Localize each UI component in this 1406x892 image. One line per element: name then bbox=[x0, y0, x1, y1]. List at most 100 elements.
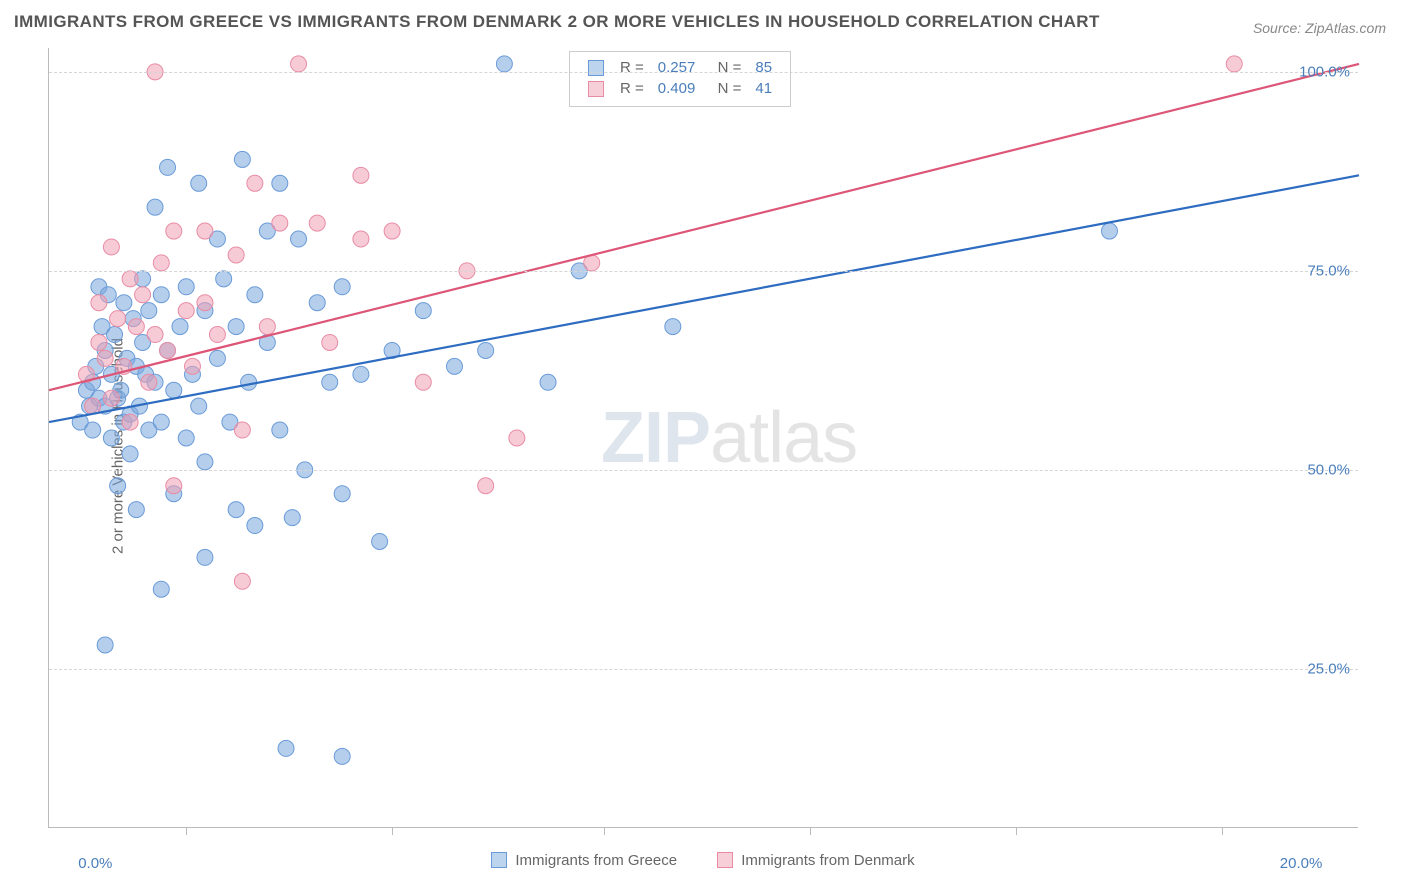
scatter-point bbox=[97, 350, 113, 366]
scatter-point bbox=[209, 327, 225, 343]
chart-svg bbox=[49, 48, 1358, 827]
scatter-point bbox=[384, 223, 400, 239]
gridline bbox=[49, 72, 1358, 73]
scatter-point bbox=[1226, 56, 1242, 72]
scatter-point bbox=[116, 295, 132, 311]
swatch-denmark-icon bbox=[717, 852, 733, 868]
scatter-point bbox=[160, 159, 176, 175]
scatter-point bbox=[228, 502, 244, 518]
scatter-point bbox=[122, 271, 138, 287]
scatter-point bbox=[147, 327, 163, 343]
y-tick-label: 100.0% bbox=[1299, 63, 1350, 80]
scatter-point bbox=[191, 175, 207, 191]
scatter-point bbox=[135, 287, 151, 303]
legend-item-greece: Immigrants from Greece bbox=[491, 852, 681, 869]
scatter-point bbox=[178, 303, 194, 319]
gridline bbox=[49, 470, 1358, 471]
scatter-point bbox=[97, 637, 113, 653]
correlation-legend: R = 0.257 N = 85 R = 0.409 N = 41 bbox=[569, 51, 791, 107]
scatter-point bbox=[107, 327, 123, 343]
scatter-point bbox=[334, 279, 350, 295]
scatter-point bbox=[247, 175, 263, 191]
scatter-point bbox=[353, 231, 369, 247]
trend-line bbox=[49, 64, 1359, 390]
plot-area: ZIPatlas R = 0.257 N = 85 R = 0.409 N = … bbox=[48, 48, 1358, 828]
scatter-point bbox=[353, 167, 369, 183]
scatter-point bbox=[103, 239, 119, 255]
scatter-point bbox=[247, 518, 263, 534]
legend-row-greece: R = 0.257 N = 85 bbox=[582, 58, 778, 77]
scatter-point bbox=[415, 374, 431, 390]
scatter-point bbox=[665, 319, 681, 335]
gridline bbox=[49, 271, 1358, 272]
scatter-point bbox=[128, 319, 144, 335]
scatter-point bbox=[509, 430, 525, 446]
scatter-point bbox=[322, 334, 338, 350]
scatter-point bbox=[153, 255, 169, 271]
scatter-point bbox=[291, 231, 307, 247]
scatter-point bbox=[334, 486, 350, 502]
scatter-point bbox=[234, 422, 250, 438]
scatter-point bbox=[247, 287, 263, 303]
scatter-point bbox=[278, 740, 294, 756]
scatter-point bbox=[234, 573, 250, 589]
scatter-point bbox=[91, 334, 107, 350]
scatter-point bbox=[446, 358, 462, 374]
swatch-denmark bbox=[588, 81, 604, 97]
scatter-point bbox=[141, 303, 157, 319]
scatter-point bbox=[259, 319, 275, 335]
scatter-point bbox=[415, 303, 431, 319]
trend-line bbox=[49, 175, 1359, 422]
scatter-point bbox=[172, 319, 188, 335]
scatter-point bbox=[228, 247, 244, 263]
x-minor-tick bbox=[1222, 827, 1223, 835]
scatter-point bbox=[241, 374, 257, 390]
scatter-point bbox=[147, 199, 163, 215]
scatter-point bbox=[372, 533, 388, 549]
scatter-point bbox=[91, 295, 107, 311]
y-tick-label: 75.0% bbox=[1307, 262, 1350, 279]
scatter-point bbox=[166, 478, 182, 494]
scatter-point bbox=[309, 215, 325, 231]
gridline bbox=[49, 669, 1358, 670]
scatter-point bbox=[309, 295, 325, 311]
x-minor-tick bbox=[810, 827, 811, 835]
scatter-point bbox=[153, 581, 169, 597]
scatter-point bbox=[334, 748, 350, 764]
scatter-point bbox=[110, 478, 126, 494]
x-minor-tick bbox=[1016, 827, 1017, 835]
scatter-point bbox=[103, 390, 119, 406]
scatter-point bbox=[103, 430, 119, 446]
scatter-point bbox=[166, 223, 182, 239]
scatter-point bbox=[153, 414, 169, 430]
chart-title: IMMIGRANTS FROM GREECE VS IMMIGRANTS FRO… bbox=[14, 12, 1100, 32]
legend-row-denmark: R = 0.409 N = 41 bbox=[582, 79, 778, 98]
scatter-point bbox=[141, 374, 157, 390]
scatter-point bbox=[209, 350, 225, 366]
scatter-point bbox=[184, 358, 200, 374]
scatter-point bbox=[234, 151, 250, 167]
scatter-point bbox=[122, 414, 138, 430]
scatter-point bbox=[178, 279, 194, 295]
scatter-point bbox=[191, 398, 207, 414]
scatter-point bbox=[322, 374, 338, 390]
scatter-point bbox=[272, 422, 288, 438]
x-minor-tick bbox=[604, 827, 605, 835]
scatter-point bbox=[160, 342, 176, 358]
scatter-point bbox=[353, 366, 369, 382]
scatter-point bbox=[496, 56, 512, 72]
scatter-point bbox=[228, 319, 244, 335]
scatter-point bbox=[291, 56, 307, 72]
x-minor-tick bbox=[392, 827, 393, 835]
x-minor-tick bbox=[186, 827, 187, 835]
scatter-point bbox=[85, 422, 101, 438]
scatter-point bbox=[272, 175, 288, 191]
scatter-point bbox=[1101, 223, 1117, 239]
swatch-greece-icon bbox=[491, 852, 507, 868]
scatter-point bbox=[178, 430, 194, 446]
scatter-point bbox=[166, 382, 182, 398]
scatter-point bbox=[197, 454, 213, 470]
source-attribution: Source: ZipAtlas.com bbox=[1253, 20, 1386, 36]
swatch-greece bbox=[588, 60, 604, 76]
series-legend: Immigrants from Greece Immigrants from D… bbox=[0, 852, 1406, 869]
